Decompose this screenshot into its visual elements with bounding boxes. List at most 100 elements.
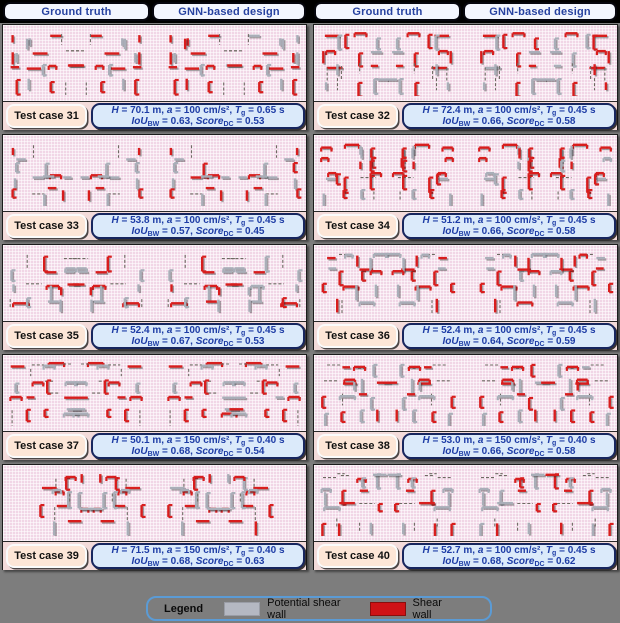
floor-plan-ground-truth	[316, 250, 458, 316]
test-case-label: Test case 32	[317, 104, 398, 128]
floor-plan-ground-truth	[316, 140, 458, 206]
floor-plan-pair	[3, 245, 306, 322]
header-label: GNN-based design	[178, 5, 280, 18]
header-label: Ground truth	[41, 5, 112, 18]
parameter-info-box: H = 52.4 m, a = 100 cm/s², Tg = 0.45 s I…	[402, 323, 616, 349]
test-case-label: Test case 39	[6, 544, 87, 568]
header-gnn-design-left: GNN-based design	[152, 2, 306, 21]
caption-row: Test case 35 H = 52.4 m, a = 100 cm/s², …	[3, 322, 306, 350]
header-gnn-design-right: GNN-based design	[463, 2, 617, 21]
parameter-line-1: H = 51.2 m, a = 100 cm/s², Tg = 0.45 s	[422, 215, 596, 227]
test-case-label: Test case 33	[6, 214, 87, 238]
parameter-info-box: H = 50.1 m, a = 150 cm/s², Tg = 0.40 s I…	[91, 433, 305, 459]
floor-plan-pair	[314, 25, 617, 102]
test-case-label: Test case 31	[6, 104, 87, 128]
test-case-panel: Test case 40 H = 52.7 m, a = 100 cm/s², …	[313, 464, 618, 570]
test-case-label: Test case 37	[6, 434, 87, 458]
parameter-info-box: H = 71.5 m, a = 150 cm/s², Tg = 0.40 s I…	[91, 543, 305, 569]
test-case-panel: Test case 32 H = 72.4 m, a = 100 cm/s², …	[313, 24, 618, 130]
test-case-panel: Test case 37 H = 50.1 m, a = 150 cm/s², …	[2, 354, 307, 460]
floor-plan-gnn-design	[474, 360, 616, 426]
caption-row: Test case 31 H = 70.1 m, a = 100 cm/s², …	[3, 102, 306, 130]
caption-row: Test case 33 H = 53.8 m, a = 100 cm/s², …	[3, 212, 306, 240]
floor-plan-gnn-design	[163, 30, 305, 96]
parameter-info-box: H = 70.1 m, a = 100 cm/s², Tg = 0.65 s I…	[91, 103, 305, 129]
metric-line-2: IoUBW = 0.66, ScoreDC = 0.58	[442, 226, 576, 238]
metric-line-2: IoUBW = 0.68, ScoreDC = 0.62	[442, 556, 576, 568]
test-case-label: Test case 40	[317, 544, 398, 568]
floor-plan-ground-truth	[35, 470, 147, 536]
test-case-panel: Test case 39 H = 71.5 m, a = 150 cm/s², …	[2, 464, 307, 570]
floor-plan-ground-truth	[316, 30, 458, 96]
floor-plan-pair	[3, 355, 306, 432]
parameter-info-box: H = 53.8 m, a = 100 cm/s², Tg = 0.45 s I…	[91, 213, 305, 239]
header-ground-truth-right: Ground truth	[314, 2, 461, 21]
floor-plan-gnn-design	[474, 250, 616, 316]
floor-plan-ground-truth	[5, 250, 147, 316]
test-case-label: Test case 36	[317, 324, 398, 348]
test-case-grid: Test case 31 H = 70.1 m, a = 100 cm/s², …	[2, 24, 618, 570]
caption-row: Test case 37 H = 50.1 m, a = 150 cm/s², …	[3, 432, 306, 460]
legend-bar: Legend Potential shear wall Shear wall	[146, 596, 492, 621]
parameter-line-1: H = 52.7 m, a = 100 cm/s², Tg = 0.45 s	[422, 545, 596, 557]
metric-line-2: IoUBW = 0.67, ScoreDC = 0.53	[131, 336, 265, 348]
metric-line-2: IoUBW = 0.66, ScoreDC = 0.58	[442, 446, 576, 458]
floor-plan-gnn-design	[474, 470, 616, 536]
floor-plan-pair	[314, 245, 617, 322]
metric-line-2: IoUBW = 0.63, ScoreDC = 0.53	[131, 116, 265, 128]
parameter-line-1: H = 71.5 m, a = 150 cm/s², Tg = 0.40 s	[111, 545, 285, 557]
parameter-info-box: H = 52.7 m, a = 100 cm/s², Tg = 0.45 s I…	[402, 543, 616, 569]
floor-plan-ground-truth	[316, 470, 458, 536]
caption-row: Test case 40 H = 52.7 m, a = 100 cm/s², …	[314, 542, 617, 570]
parameter-line-1: H = 70.1 m, a = 100 cm/s², Tg = 0.65 s	[111, 105, 285, 117]
floor-plan-gnn-design	[474, 30, 616, 96]
parameter-line-1: H = 72.4 m, a = 100 cm/s², Tg = 0.45 s	[422, 105, 596, 117]
test-case-label: Test case 35	[6, 324, 87, 348]
floor-plan-pair	[3, 25, 306, 102]
potential-shear-wall-swatch	[224, 601, 261, 616]
floor-plan-pair	[3, 135, 306, 212]
test-case-panel: Test case 35 H = 52.4 m, a = 100 cm/s², …	[2, 244, 307, 350]
shear-wall-swatch	[369, 601, 406, 616]
floor-plan-gnn-design	[474, 140, 616, 206]
floor-plan-pair	[314, 355, 617, 432]
parameter-line-1: H = 50.1 m, a = 150 cm/s², Tg = 0.40 s	[111, 435, 285, 447]
parameter-info-box: H = 72.4 m, a = 100 cm/s², Tg = 0.45 s I…	[402, 103, 616, 129]
legend-label-potential: Potential shear wall	[267, 596, 341, 621]
legend-label-shear: Shear wall	[412, 596, 442, 621]
floor-plan-gnn-design	[163, 140, 305, 206]
floor-plan-pair	[314, 135, 617, 212]
parameter-line-1: H = 52.4 m, a = 100 cm/s², Tg = 0.45 s	[422, 325, 596, 337]
floor-plan-ground-truth	[5, 30, 147, 96]
parameter-line-1: H = 53.0 m, a = 150 cm/s², Tg = 0.40 s	[422, 435, 596, 447]
test-case-label: Test case 34	[317, 214, 398, 238]
floor-plan-ground-truth	[316, 360, 458, 426]
floor-plan-ground-truth	[5, 360, 147, 426]
parameter-line-1: H = 52.4 m, a = 100 cm/s², Tg = 0.45 s	[111, 325, 285, 337]
floor-plan-gnn-design	[163, 250, 305, 316]
test-case-panel: Test case 34 H = 51.2 m, a = 100 cm/s², …	[313, 134, 618, 240]
caption-row: Test case 32 H = 72.4 m, a = 100 cm/s², …	[314, 102, 617, 130]
test-case-panel: Test case 31 H = 70.1 m, a = 100 cm/s², …	[2, 24, 307, 130]
metric-line-2: IoUBW = 0.57, ScoreDC = 0.45	[131, 226, 265, 238]
test-case-panel: Test case 36 H = 52.4 m, a = 100 cm/s², …	[313, 244, 618, 350]
caption-row: Test case 34 H = 51.2 m, a = 100 cm/s², …	[314, 212, 617, 240]
header-label: GNN-based design	[489, 5, 591, 18]
floor-plan-pair	[314, 465, 617, 542]
parameter-info-box: H = 51.2 m, a = 100 cm/s², Tg = 0.45 s I…	[402, 213, 616, 239]
parameter-line-1: H = 53.8 m, a = 100 cm/s², Tg = 0.45 s	[111, 215, 285, 227]
parameter-info-box: H = 52.4 m, a = 100 cm/s², Tg = 0.45 s I…	[91, 323, 305, 349]
floor-plan-gnn-design	[163, 470, 275, 536]
test-case-panel: Test case 33 H = 53.8 m, a = 100 cm/s², …	[2, 134, 307, 240]
header-label: Ground truth	[352, 5, 423, 18]
metric-line-2: IoUBW = 0.64, ScoreDC = 0.59	[442, 336, 576, 348]
metric-line-2: IoUBW = 0.68, ScoreDC = 0.54	[131, 446, 265, 458]
metric-line-2: IoUBW = 0.66, ScoreDC = 0.58	[442, 116, 576, 128]
metric-line-2: IoUBW = 0.68, ScoreDC = 0.63	[131, 556, 265, 568]
caption-row: Test case 39 H = 71.5 m, a = 150 cm/s², …	[3, 542, 306, 570]
floor-plan-gnn-design	[163, 360, 305, 426]
test-case-label: Test case 38	[317, 434, 398, 458]
caption-row: Test case 38 H = 53.0 m, a = 150 cm/s², …	[314, 432, 617, 460]
caption-row: Test case 36 H = 52.4 m, a = 100 cm/s², …	[314, 322, 617, 350]
legend-title: Legend	[164, 602, 204, 615]
